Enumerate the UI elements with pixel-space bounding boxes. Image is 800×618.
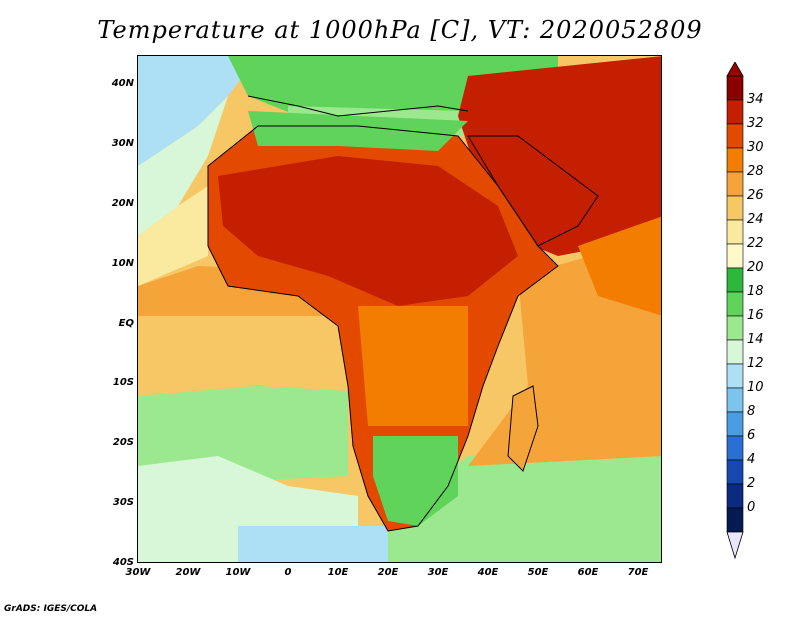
africa-coastline <box>207 125 559 532</box>
temperature-map <box>137 55 662 563</box>
colorbar-bin <box>726 171 744 197</box>
colorbar-label: 22 <box>747 236 764 251</box>
colorbar-bin <box>726 147 744 173</box>
lat-label-10n: 10N <box>111 258 134 269</box>
colorbar <box>726 62 744 560</box>
colorbar-bin <box>726 195 744 221</box>
colorbar-bin <box>726 459 744 485</box>
lon-label-40e: 40E <box>477 567 499 578</box>
lon-label-10w: 10W <box>225 567 251 578</box>
lon-label-50e: 50E <box>527 567 549 578</box>
colorbar-label: 8 <box>747 404 756 419</box>
lon-label-70e: 70E <box>627 567 649 578</box>
colorbar-bin <box>726 363 744 389</box>
colorbar-bin <box>726 99 744 125</box>
sahel-very-hot <box>218 156 518 306</box>
colorbar-bin <box>726 243 744 269</box>
colorbar-label: 2 <box>747 476 756 491</box>
colorbar-label: 20 <box>747 260 764 275</box>
europe-coastline <box>247 95 469 117</box>
colorbar-label: 32 <box>747 116 764 131</box>
lat-label-40n: 40N <box>111 78 134 89</box>
colorbar-label: 14 <box>747 332 764 347</box>
southern-ocean-cold <box>238 526 388 562</box>
colorbar-label: 12 <box>747 356 764 371</box>
north-atlantic-cool <box>138 56 258 166</box>
map-title: Temperature at 1000hPa [C], VT: 20200528… <box>97 16 703 44</box>
colorbar-bin <box>726 267 744 293</box>
colorbar-label: 26 <box>747 188 764 203</box>
lat-label-eq: EQ <box>118 318 134 329</box>
arabian-sea-warm <box>578 216 661 316</box>
southern-africa-mild <box>373 436 458 526</box>
lat-label-20s: 20S <box>112 437 134 448</box>
colorbar-label: 18 <box>747 284 764 299</box>
colorbar-bin <box>726 315 744 341</box>
colorbar-top-arrow <box>726 62 744 77</box>
colorbar-label: 0 <box>747 500 756 515</box>
colorbar-label: 4 <box>747 452 756 467</box>
colorbar-bin <box>726 483 744 509</box>
colorbar-bin <box>726 435 744 461</box>
colorbar-label: 34 <box>747 92 764 107</box>
colorbar-label: 30 <box>747 140 764 155</box>
lat-label-30n: 30N <box>111 138 134 149</box>
map-canvas <box>138 56 661 562</box>
lat-label-10s: 10S <box>112 377 134 388</box>
lon-label-10e: 10E <box>327 567 349 578</box>
colorbar-bin <box>726 291 744 317</box>
colorbar-label: 6 <box>747 428 756 443</box>
lat-label-30s: 30S <box>112 497 134 508</box>
colorbar-label: 10 <box>747 380 764 395</box>
colorbar-bottom-arrow <box>726 531 744 560</box>
colorbar-bin <box>726 219 744 245</box>
lon-label-30w: 30W <box>125 567 151 578</box>
colorbar-label: 24 <box>747 212 764 227</box>
colorbar-bin <box>726 339 744 365</box>
north-atlantic-mild <box>138 96 228 236</box>
footer-credit: GrADS: IGES/COLA <box>4 604 98 614</box>
tropical-atlantic-warm <box>138 186 208 286</box>
colorbar-bin <box>726 75 744 101</box>
arabia-coastline <box>467 135 599 247</box>
lon-label-60e: 60E <box>577 567 599 578</box>
south-atlantic-warm <box>138 316 348 396</box>
lon-label-20w: 20W <box>175 567 201 578</box>
lon-label-20e: 20E <box>377 567 399 578</box>
colorbar-label: 28 <box>747 164 764 179</box>
lon-label-0: 0 <box>284 567 292 578</box>
colorbar-bin <box>726 123 744 149</box>
central-africa-warm <box>358 306 468 426</box>
colorbar-bin <box>726 507 744 533</box>
lat-label-40s: 40S <box>112 557 134 568</box>
colorbar-bin <box>726 387 744 413</box>
colorbar-bin <box>726 411 744 437</box>
colorbar-label: 16 <box>747 308 764 323</box>
lat-label-20n: 20N <box>111 198 134 209</box>
madagascar <box>507 385 539 472</box>
lon-label-30e: 30E <box>427 567 449 578</box>
north-africa-mild <box>248 111 468 151</box>
